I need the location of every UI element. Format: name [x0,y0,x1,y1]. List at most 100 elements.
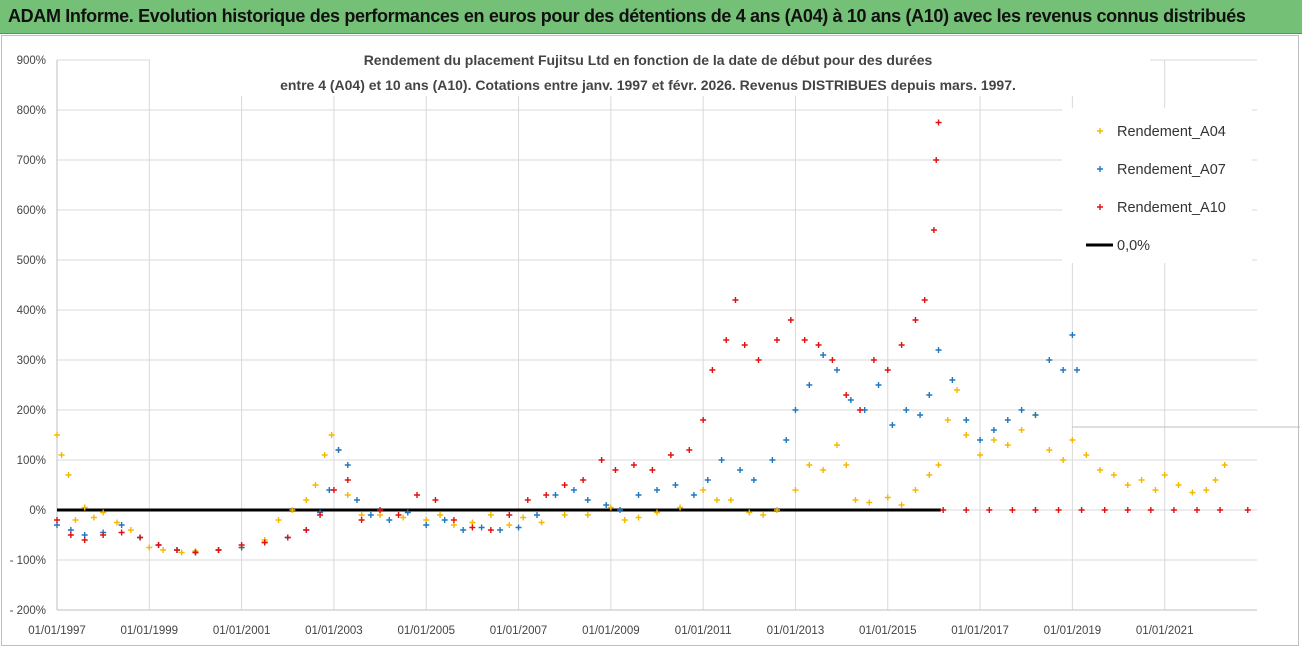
data-point [806,462,813,468]
data-point [774,507,780,513]
data-point [423,522,430,528]
data-point [889,422,896,428]
data-point [806,382,813,388]
data-point [1078,507,1085,513]
data-point [67,532,74,538]
chart-title-box [150,44,1150,96]
data-point [875,382,882,388]
y-tick-label: 500% [17,255,46,267]
data-point [437,512,444,518]
data-point [1147,507,1154,513]
x-tick-label: 01/01/2013 [767,625,825,637]
data-point [926,472,933,478]
data-point [72,517,79,523]
data-point [621,517,628,523]
data-point [917,412,924,418]
data-point [441,517,448,523]
data-point [1194,507,1200,513]
data-point [930,227,937,233]
data-point [672,482,679,488]
data-point [570,487,577,493]
data-point [58,452,65,458]
series-rendement-a04 [54,387,1228,556]
x-tick-label: 01/01/2001 [213,625,271,637]
y-tick-label: 700% [17,155,46,167]
legend-label: 0,0% [1117,238,1150,254]
data-point [829,357,836,363]
data-point [90,514,97,521]
performance-chart: - 200% - 100% 0% 100% 200% 300% 400% 500% 600% 70… [0,34,1302,647]
data-point [774,337,780,343]
data-point [543,492,550,498]
data-point [312,482,319,488]
data-point [750,477,757,483]
data-point [1018,407,1025,413]
data-point [1032,412,1039,418]
x-tick-label: 01/01/1999 [121,625,179,637]
data-point [584,497,591,503]
data-point [81,537,88,543]
legend-label: Rendement_A07 [1117,162,1226,178]
data-point [598,457,605,463]
data-point [65,472,72,478]
data-point [303,497,310,503]
data-point [178,549,185,556]
data-point [100,509,107,516]
data-point [1152,487,1159,493]
data-point [714,497,720,503]
series-rendement-a10 [54,119,942,556]
data-point [192,549,199,556]
data-point [949,377,956,383]
data-point [630,462,637,468]
data-point [898,342,905,348]
data-point [497,527,504,533]
data-point [1069,437,1076,443]
data-point [617,507,624,513]
y-tick-label: - 200% [10,605,46,617]
data-point [990,427,997,433]
data-point [552,492,559,498]
data-point [1217,507,1224,513]
data-point [944,417,951,423]
legend-label: Rendement_A10 [1117,200,1226,216]
data-point [847,397,854,403]
data-point [261,539,268,546]
y-tick-label: 300% [17,355,46,367]
data-point [1046,447,1053,453]
data-point [986,507,993,513]
x-axis-ticks: 01/01/1997 01/01/1999 01/01/2001 01/01/2003… [28,625,1193,637]
legend-marker [1097,128,1103,134]
chart-title-line-1: Rendement du placement Fujitsu Ltd en fo… [364,52,933,68]
data-point [330,487,337,493]
data-point [414,492,420,498]
x-tick-label: 01/01/2011 [675,625,732,637]
data-point [1170,507,1177,513]
report-banner: ADAM Informe. Evolution historique des p… [0,0,1302,34]
data-point [100,532,107,538]
data-point [155,542,162,548]
data-point [935,462,942,468]
data-point [940,507,947,513]
data-point [898,502,905,508]
data-point [852,497,859,503]
data-point [649,467,656,473]
data-point [321,452,328,458]
data-point [1069,332,1076,338]
data-point [760,512,767,518]
data-point [289,507,296,513]
data-point [584,512,591,518]
data-point [487,512,494,518]
data-point [884,494,891,501]
data-point [912,317,919,323]
legend: Rendement_A04 Rendement_A07 Rendement_A10 0… [1086,124,1226,254]
data-point [344,477,351,483]
data-point [377,507,384,513]
data-point [538,519,545,526]
data-point [667,452,674,458]
data-point [977,452,984,458]
x-tick-label: 01/01/2021 [1136,625,1194,637]
data-point [1101,507,1108,513]
data-point [404,509,411,516]
data-point [469,524,476,531]
data-point [603,502,610,508]
